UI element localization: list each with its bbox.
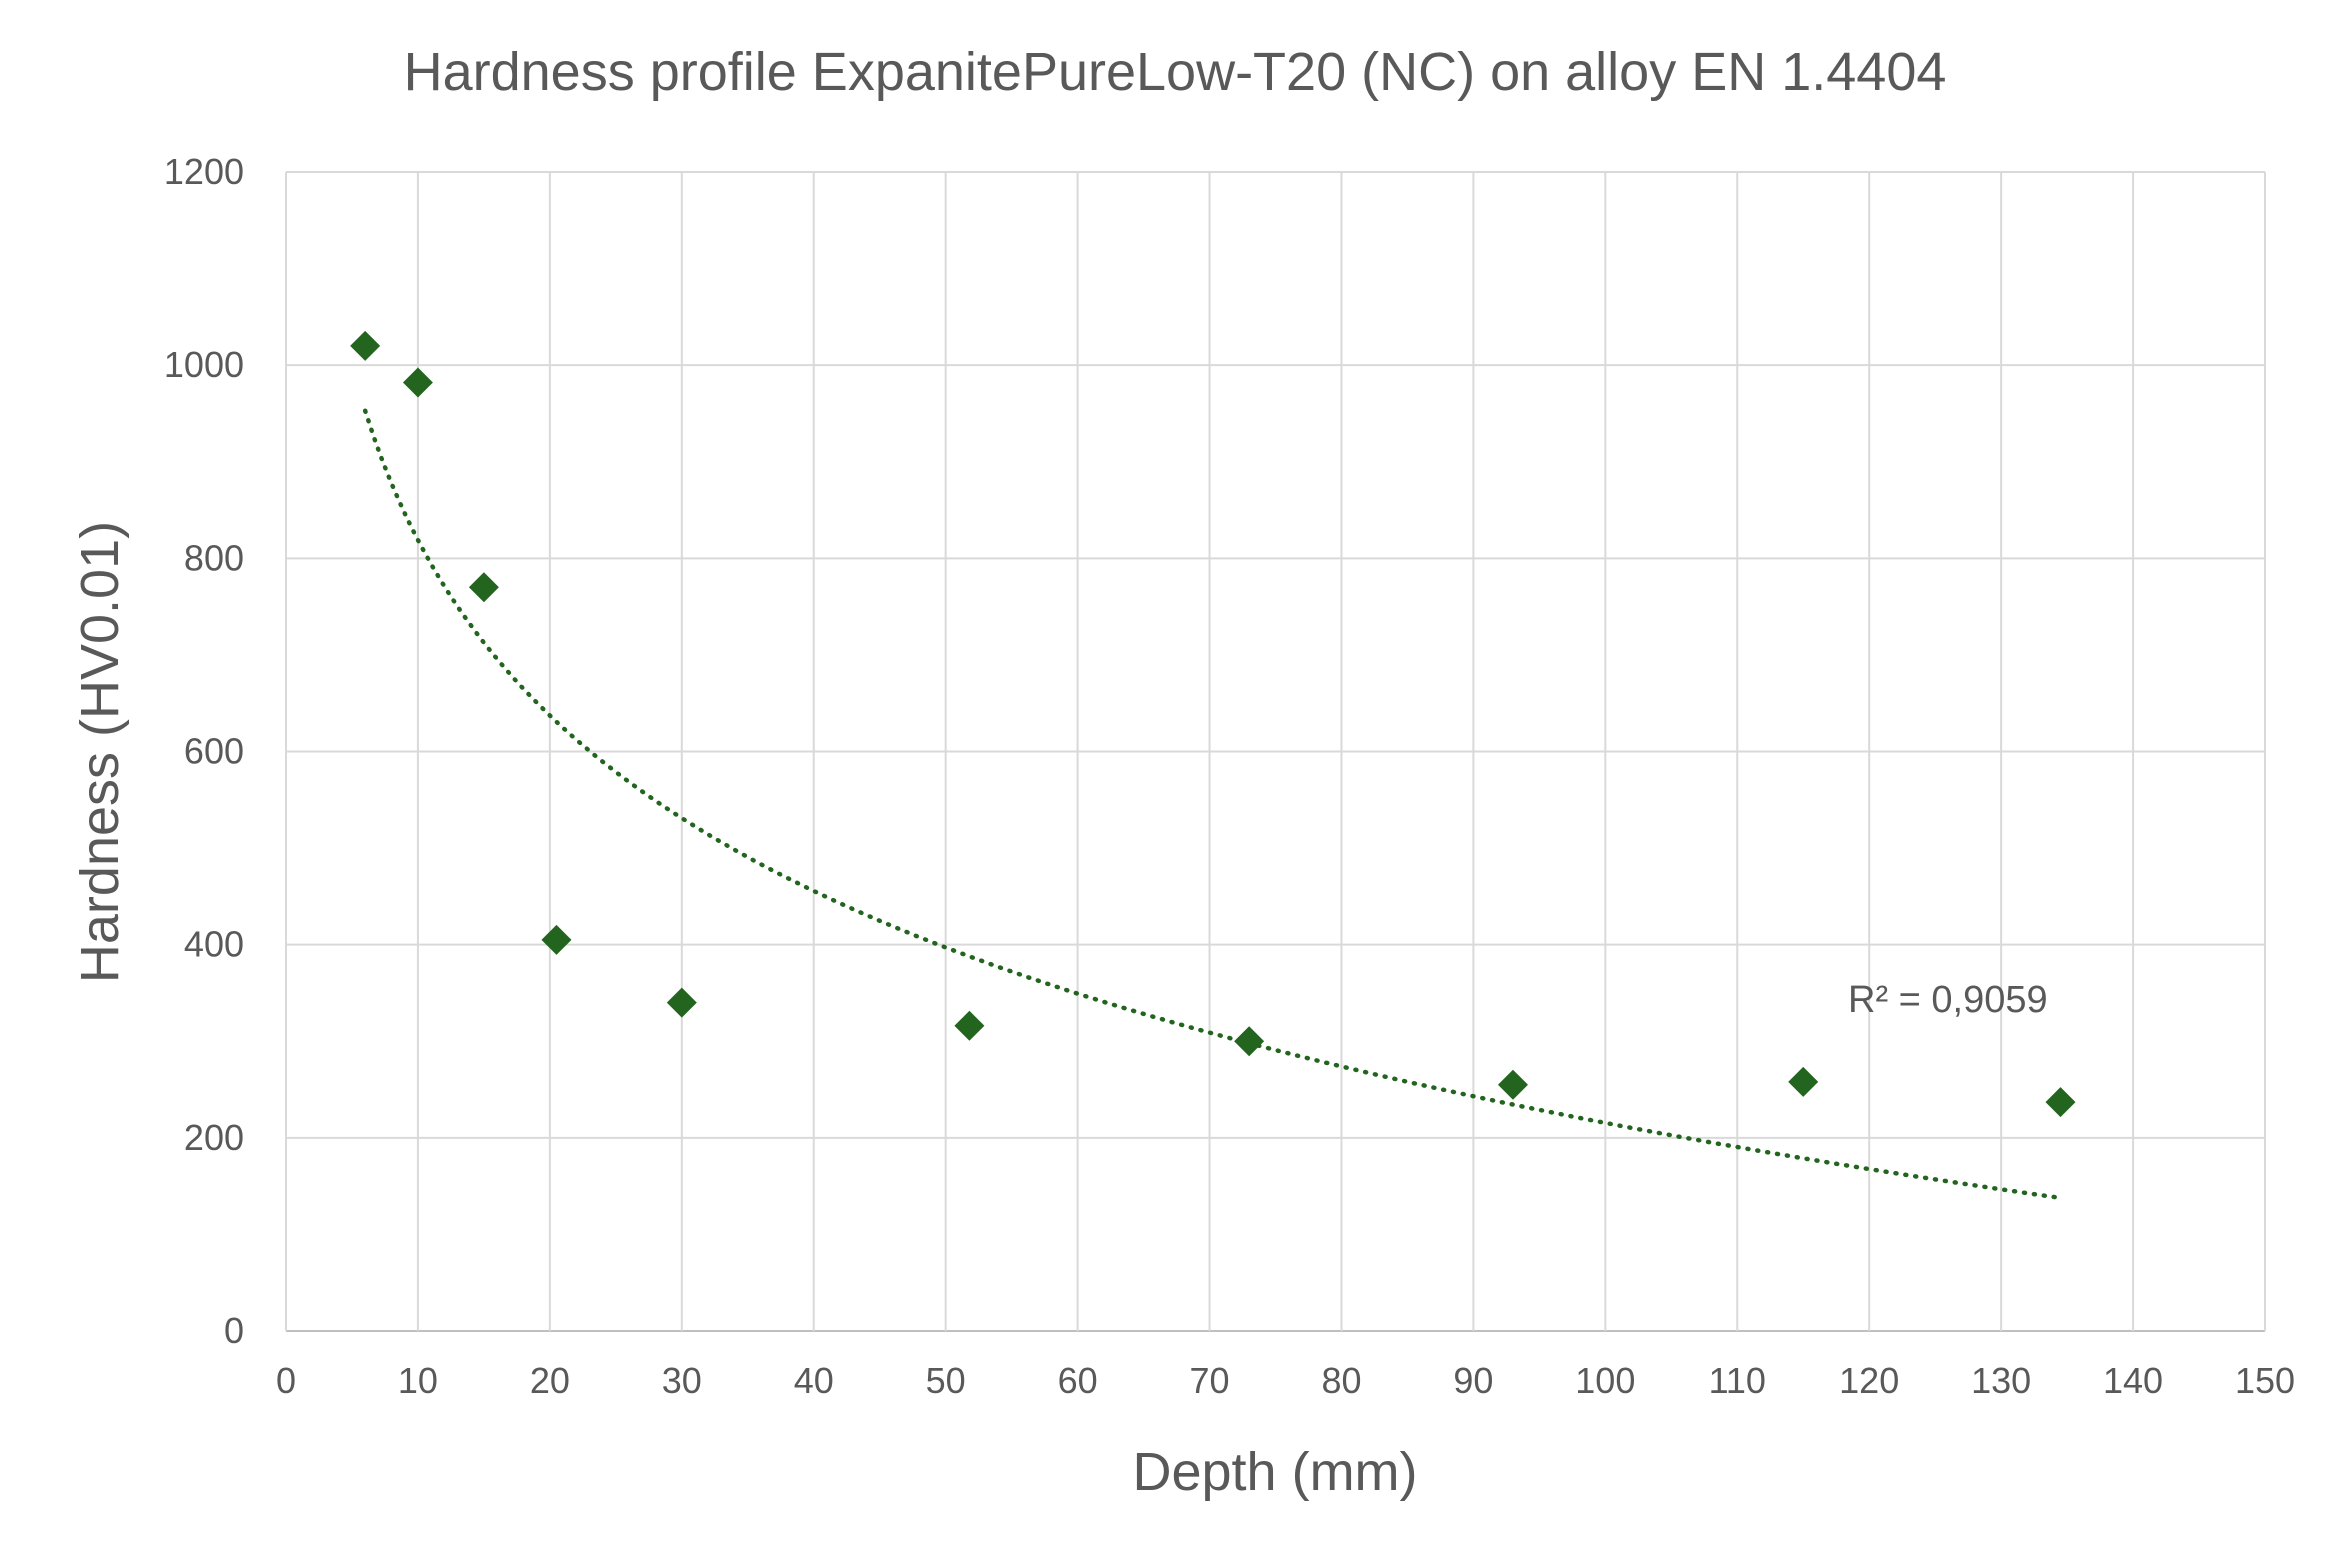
data-points (350, 330, 2076, 1118)
x-tick-label: 60 (1058, 1360, 1098, 1401)
data-point (402, 367, 433, 398)
x-tick-label: 70 (1190, 1360, 1230, 1401)
x-tick-label: 20 (530, 1360, 570, 1401)
r-squared-annotation: R² = 0,9059 (1848, 979, 2048, 1021)
data-point (541, 924, 572, 955)
x-axis-title: Depth (mm) (1132, 1442, 1417, 1502)
x-tick-label: 10 (398, 1360, 438, 1401)
y-tick-label: 600 (184, 731, 244, 772)
trendline-group (362, 408, 2063, 1201)
y-tick-label: 1200 (164, 151, 244, 192)
data-point (666, 987, 697, 1018)
x-tick-labels: 0 10 20 30 40 50 60 70 80 90 100 110 120 130 140 150 (276, 1360, 2295, 1401)
y-tick-label: 0 (224, 1310, 244, 1351)
data-point (1788, 1066, 1819, 1097)
y-tick-label: 800 (184, 537, 244, 578)
trendline (362, 408, 2063, 1201)
x-tick-label: 130 (1971, 1360, 2031, 1401)
x-tick-label: 90 (1453, 1360, 1493, 1401)
y-axis-title: Hardness (HV0.01) (70, 521, 130, 983)
x-tick-label: 140 (2103, 1360, 2163, 1401)
x-tick-label: 30 (662, 1360, 702, 1401)
y-tick-label: 200 (184, 1117, 244, 1158)
x-tick-label: 0 (276, 1360, 296, 1401)
x-tick-label: 110 (1709, 1360, 1766, 1401)
data-point (954, 1010, 985, 1041)
data-point (350, 330, 381, 361)
y-tick-labels: 0 200 400 600 800 1000 1200 (164, 151, 244, 1351)
y-tick-label: 1000 (164, 344, 244, 385)
y-tick-label: 400 (184, 924, 244, 965)
x-tick-label: 50 (926, 1360, 966, 1401)
x-tick-label: 100 (1575, 1360, 1635, 1401)
data-point (1234, 1026, 1265, 1057)
x-tick-label: 120 (1839, 1360, 1899, 1401)
x-tick-label: 80 (1321, 1360, 1361, 1401)
data-point (468, 572, 499, 603)
x-tick-label: 40 (794, 1360, 834, 1401)
chart-title: Hardness profile ExpanitePureLow-T20 (NC… (404, 42, 1947, 102)
data-point (2045, 1087, 2076, 1118)
data-point (1497, 1069, 1528, 1100)
grid (285, 171, 2266, 1332)
x-tick-label: 150 (2235, 1360, 2295, 1401)
